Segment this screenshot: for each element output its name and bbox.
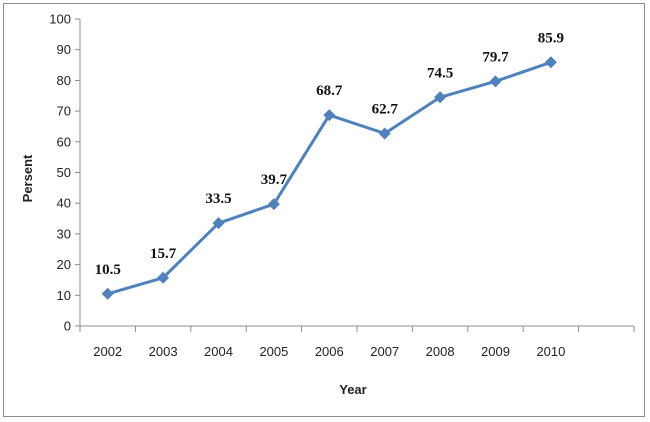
x-tick-label: 2003	[149, 344, 178, 359]
y-tick-label: 80	[57, 73, 71, 88]
marker-layer	[101, 56, 557, 300]
data-label: 15.7	[150, 246, 177, 262]
y-tick-label: 20	[57, 257, 71, 272]
data-point-marker	[323, 109, 336, 122]
data-point-marker	[267, 198, 280, 211]
data-label: 68.7	[316, 83, 343, 99]
data-point-marker	[434, 91, 447, 104]
data-label: 33.5	[205, 191, 231, 207]
y-axis-title: Persent	[20, 154, 35, 202]
data-label: 62.7	[372, 102, 399, 118]
data-point-marker	[212, 217, 225, 230]
y-tick-label: 40	[57, 196, 71, 211]
label-layer: 10.5 15.7 33.5 39.7 68.7 62.7 74.5 79.7 85.9	[95, 30, 564, 277]
chart-frame	[3, 3, 645, 417]
y-tick-label: 60	[57, 134, 71, 149]
data-point-marker	[544, 56, 557, 69]
y-tick-label: 0	[64, 319, 71, 334]
x-tick-label: 2005	[259, 344, 288, 359]
x-ticks: 2002 2003 2004 2005 2006 2007 2008 2009 2010	[79, 326, 635, 359]
x-tick-label: 2006	[315, 344, 344, 359]
y-tick-label: 90	[57, 42, 71, 57]
x-tick-label: 2002	[93, 344, 122, 359]
y-tick-label: 50	[57, 165, 71, 180]
x-tick-label: 2008	[426, 344, 455, 359]
y-tick-label: 70	[57, 104, 71, 119]
y-tick-label: 100	[49, 12, 71, 27]
y-tick-label: 30	[57, 226, 71, 241]
x-tick-label: 2009	[481, 344, 510, 359]
data-label: 74.5	[427, 65, 453, 81]
y-tick-label: 10	[57, 288, 71, 303]
data-label: 79.7	[482, 49, 509, 65]
data-label: 10.5	[95, 262, 121, 278]
x-axis-title: Year	[339, 382, 366, 397]
y-ticks: 0 10 20 30 40 50 60 70 80 90 100	[49, 12, 80, 334]
x-tick-label: 2010	[536, 344, 565, 359]
x-tick-label: 2004	[204, 344, 233, 359]
data-point-marker	[157, 271, 170, 284]
data-point-marker	[101, 287, 114, 300]
data-point-marker	[489, 75, 502, 88]
data-point-marker	[378, 127, 391, 140]
data-label: 39.7	[261, 172, 288, 188]
data-label: 85.9	[538, 30, 564, 46]
x-tick-label: 2007	[370, 344, 399, 359]
